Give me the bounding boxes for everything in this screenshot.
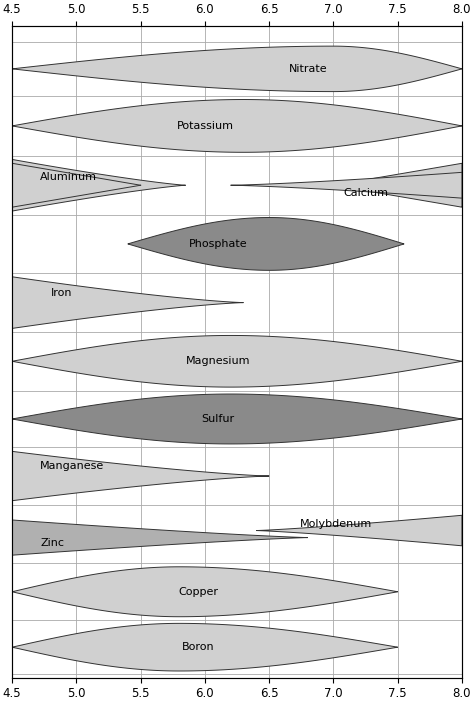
Polygon shape — [12, 335, 462, 387]
Polygon shape — [12, 394, 462, 444]
Polygon shape — [12, 451, 269, 501]
Text: Iron: Iron — [51, 288, 72, 299]
Polygon shape — [12, 277, 244, 328]
Polygon shape — [12, 567, 398, 617]
Text: Nitrate: Nitrate — [288, 64, 327, 74]
Text: Potassium: Potassium — [176, 121, 233, 131]
Text: Magnesium: Magnesium — [185, 356, 250, 366]
Polygon shape — [12, 520, 308, 555]
Text: Sulfur: Sulfur — [201, 414, 234, 424]
Polygon shape — [12, 100, 462, 153]
Polygon shape — [333, 163, 462, 207]
Text: Aluminum: Aluminum — [40, 172, 97, 182]
Text: Boron: Boron — [182, 642, 215, 652]
Text: Phosphate: Phosphate — [189, 239, 247, 249]
Polygon shape — [12, 624, 398, 671]
Polygon shape — [12, 46, 462, 91]
Polygon shape — [12, 160, 186, 211]
Text: Manganese: Manganese — [40, 461, 105, 471]
Polygon shape — [128, 217, 404, 271]
Text: Molybdenum: Molybdenum — [300, 519, 372, 529]
Text: Zinc: Zinc — [40, 538, 64, 548]
Text: Copper: Copper — [179, 587, 219, 597]
Text: Calcium: Calcium — [344, 188, 389, 198]
Polygon shape — [231, 172, 462, 198]
Polygon shape — [256, 515, 462, 546]
